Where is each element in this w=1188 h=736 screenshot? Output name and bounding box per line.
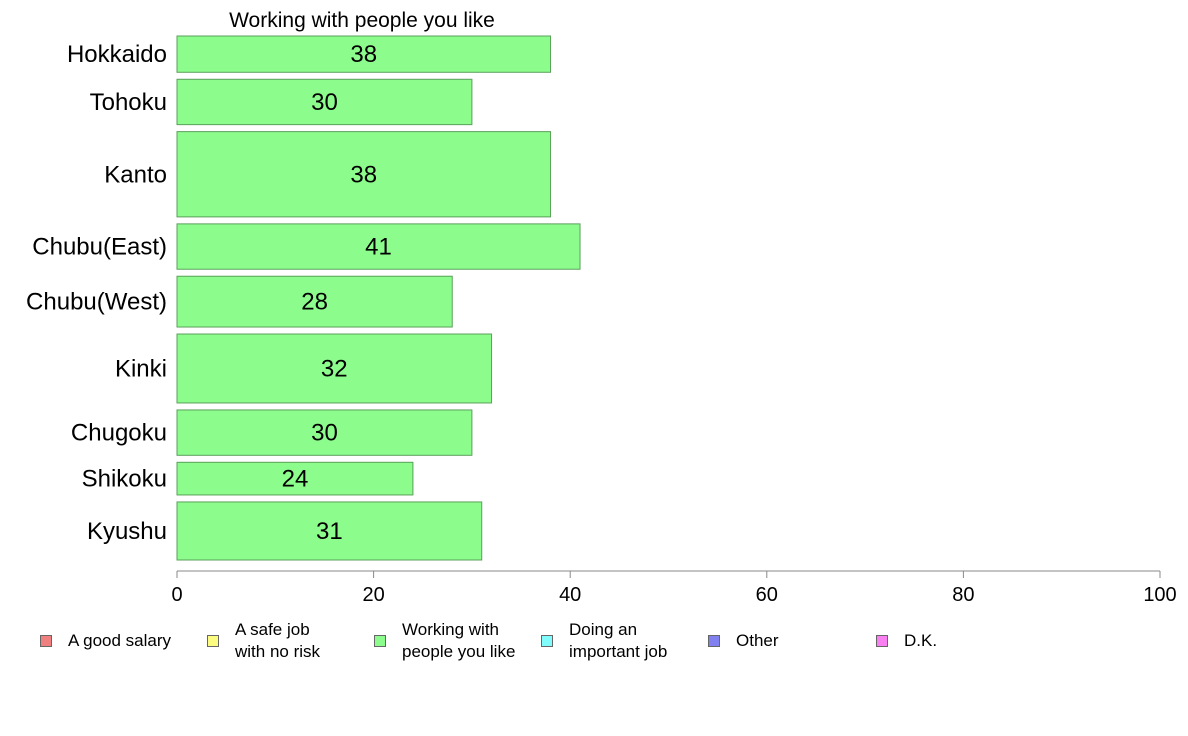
value-label: 30 (311, 420, 338, 447)
category-label: Hokkaido (67, 41, 167, 68)
legend-label: D.K. (904, 631, 938, 650)
bar-kanto (176, 131, 552, 218)
value-label: 31 (316, 518, 343, 545)
value-label: 30 (311, 89, 338, 116)
bar-chugoku (176, 409, 473, 456)
x-axis: 0 20 40 60 80 100 (171, 570, 1177, 606)
bar-shikoku (176, 461, 414, 496)
category-label: Tohoku (90, 89, 167, 116)
bar-tohoku (176, 78, 473, 126)
legend-item: Other (708, 618, 779, 664)
value-label: 38 (350, 41, 377, 68)
legend-swatch (541, 635, 553, 647)
legend-item: A safe job with no risk (207, 618, 320, 664)
legend-item: D.K. (876, 618, 937, 664)
legend-item: A good salary (40, 618, 171, 664)
legend-swatch (207, 635, 219, 647)
x-tick-label: 100 (1143, 584, 1176, 606)
legend-swatch (374, 635, 386, 647)
legend: A good salary A safe job with no risk Work… (0, 618, 1188, 668)
bar-hokkaido (176, 35, 552, 73)
category-label: Kinki (115, 355, 167, 382)
bar-kinki (176, 333, 493, 404)
legend-item: Doing an important job (541, 618, 667, 664)
category-label: Chugoku (71, 420, 167, 447)
legend-label: Other (736, 631, 779, 650)
value-label: 24 (282, 466, 309, 493)
bar-kyushu (176, 501, 483, 561)
legend-swatch (708, 635, 720, 647)
value-label: 41 (365, 234, 392, 261)
legend-swatch (40, 635, 52, 647)
category-label: Chubu(East) (32, 234, 167, 261)
x-tick-label: 40 (559, 584, 581, 606)
category-label: Shikoku (82, 466, 167, 493)
x-tick-label: 80 (952, 584, 974, 606)
legend-swatch (876, 635, 888, 647)
x-tick-label: 60 (756, 584, 778, 606)
x-tick-label: 20 (362, 584, 384, 606)
legend-label: A safe job with no risk (235, 620, 321, 661)
category-label: Kanto (104, 161, 167, 188)
bar-chubu-west (176, 275, 453, 328)
legend-item: Working with people you like (374, 618, 515, 664)
legend-label: A good salary (68, 631, 172, 650)
legend-label: Working with people you like (402, 620, 516, 661)
bar-chubu-east (176, 223, 581, 270)
value-label: 38 (350, 161, 377, 188)
value-label: 28 (301, 289, 328, 316)
value-label: 32 (321, 355, 348, 382)
category-label: Kyushu (87, 518, 167, 545)
legend-label: Doing an important job (569, 620, 668, 661)
x-tick-label: 0 (171, 584, 182, 606)
chart-title: Working with people you like (229, 9, 495, 32)
bars-group: Hokkaido 38 Tohoku 30 Kanto 38 Chubu(East) 41 Ch… (26, 35, 581, 561)
category-label: Chubu(West) (26, 289, 167, 316)
